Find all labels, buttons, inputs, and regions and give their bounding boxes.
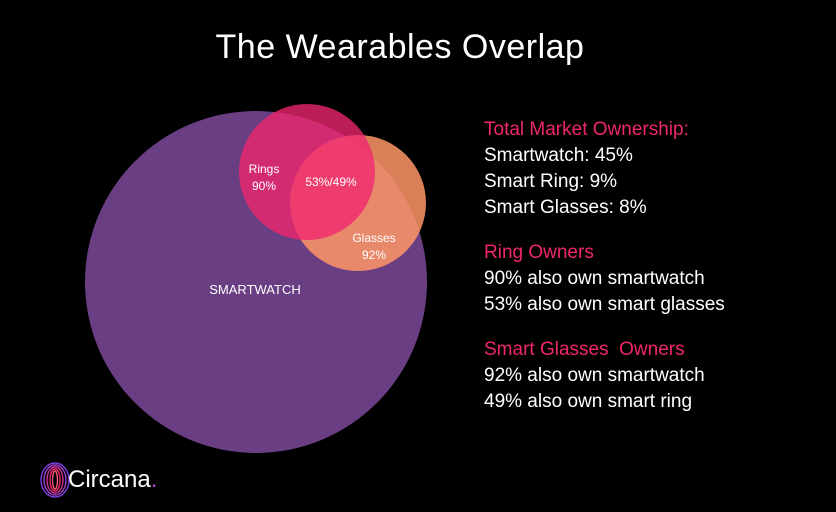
overlap-label: 53%/49% <box>305 175 357 189</box>
page-title: The Wearables Overlap <box>215 28 585 66</box>
glasses-owners-heading: Smart Glasses Owners <box>484 339 685 360</box>
circana-wordmark: Circana <box>68 466 151 493</box>
ring-owners-line-smartwatch: 90% also own smartwatch <box>484 268 705 289</box>
rings-circle <box>239 104 375 240</box>
ring-owners-section: Ring Owners 90% also own smartwatch 53% … <box>484 240 824 318</box>
circana-logo: Circana. <box>38 460 157 500</box>
glasses-owners-line-ring: 49% also own smart ring <box>484 391 693 412</box>
glasses-value: 92% <box>362 248 386 262</box>
market-ownership-section: Total Market Ownership: Smartwatch: 45% … <box>484 117 824 221</box>
market-line-ring: Smart Ring: 9% <box>484 171 618 192</box>
info-panel: Total Market Ownership: Smartwatch: 45% … <box>484 117 824 434</box>
glasses-label: Glasses <box>352 231 395 245</box>
circana-swirl-icon <box>40 462 70 498</box>
smartwatch-label: SMARTWATCH <box>209 282 300 297</box>
glasses-owners-section: Smart Glasses Owners 92% also own smartw… <box>484 337 824 415</box>
market-line-smartwatch: Smartwatch: 45% <box>484 145 633 166</box>
circana-wordmark-dot: . <box>150 466 158 493</box>
rings-value: 90% <box>252 179 276 193</box>
market-line-glasses: Smart Glasses: 8% <box>484 197 647 218</box>
ring-owners-heading: Ring Owners <box>484 242 594 263</box>
glasses-owners-line-smartwatch: 92% also own smartwatch <box>484 365 705 386</box>
market-ownership-heading: Total Market Ownership: <box>484 119 689 140</box>
ring-owners-line-glasses: 53% also own smart glasses <box>484 294 725 315</box>
rings-label: Rings <box>249 162 280 176</box>
